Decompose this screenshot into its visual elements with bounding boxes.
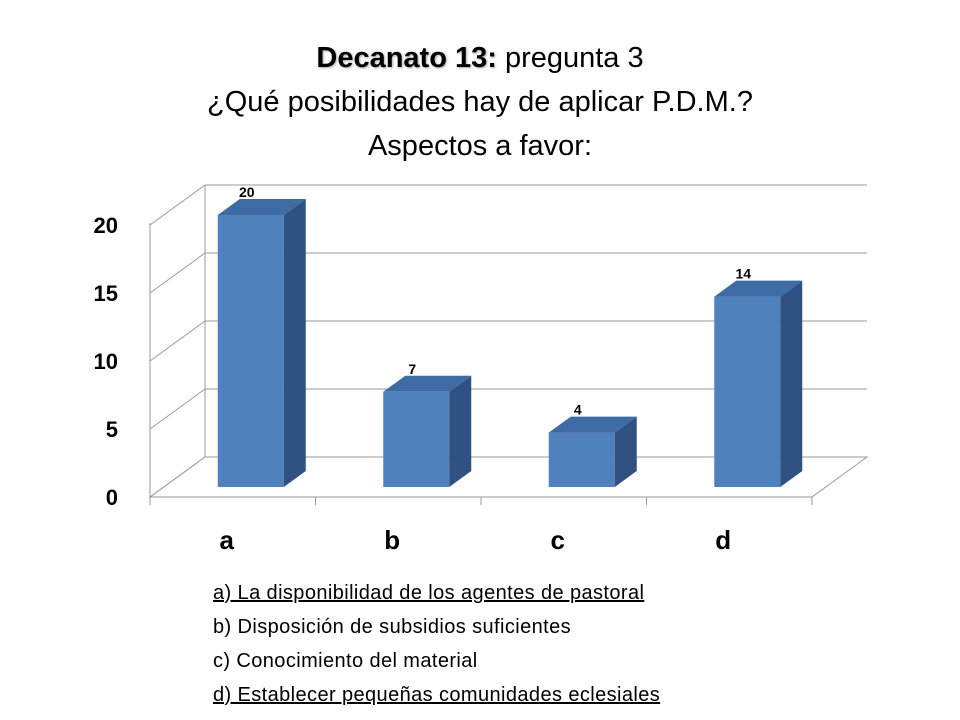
- side-gridline-15: [149, 252, 206, 294]
- bar-a: [217, 215, 284, 487]
- bar-top-c: [548, 416, 637, 433]
- bar-side-c: [614, 416, 637, 487]
- title-line-3: Aspectos a favor:: [367, 130, 593, 162]
- side-gridline-20: [149, 184, 206, 226]
- legend: a) La disponibilidad de los agentes de p…: [213, 576, 660, 712]
- y-tick-label-0: 0: [106, 485, 118, 510]
- bar-side-b: [449, 375, 472, 487]
- bar-side-d: [780, 280, 803, 487]
- bar-b: [383, 391, 450, 487]
- bar-side-a: [283, 199, 306, 487]
- legend-item-c: c) Conocimiento del material: [213, 650, 478, 672]
- side-gridline-10: [149, 320, 206, 362]
- data-label-c: 4: [574, 402, 582, 418]
- y-tick-label-10: 10: [94, 349, 118, 374]
- data-label-b: 7: [408, 361, 416, 377]
- category-label-d: d: [715, 525, 731, 555]
- category-label-a: a: [220, 525, 235, 555]
- bar-top-a: [217, 199, 306, 215]
- title-bold: Decanato 13:: [316, 42, 497, 74]
- data-label-d: 14: [735, 266, 751, 282]
- bar-top-b: [383, 375, 472, 392]
- y-tick-label-15: 15: [94, 281, 118, 306]
- y-tick-label-20: 20: [94, 213, 118, 238]
- data-label-a: 20: [239, 184, 255, 200]
- legend-item-a: a) La disponibilidad de los agentes de p…: [213, 582, 645, 604]
- title-line-1: Decanato 13: pregunta 3: [0, 36, 960, 80]
- side-gridline-5: [149, 388, 206, 430]
- bar-c: [548, 432, 615, 487]
- title-line-2: ¿Qué posibilidades hay de aplicar P.D.M.…: [207, 86, 753, 118]
- y-tick-label-5: 5: [106, 417, 118, 442]
- chart-title: Decanato 13: pregunta 3 ¿Qué posibilidad…: [0, 36, 960, 168]
- bar-top-d: [714, 280, 803, 297]
- category-label-c: c: [551, 525, 565, 555]
- category-label-b: b: [384, 525, 400, 555]
- title-rest: pregunta 3: [496, 42, 644, 74]
- bar-d: [714, 296, 781, 487]
- legend-item-d: d) Establecer pequeñas comunidades ecles…: [213, 684, 661, 706]
- legend-item-b: b) Disposición de subsidios suficientes: [213, 616, 571, 638]
